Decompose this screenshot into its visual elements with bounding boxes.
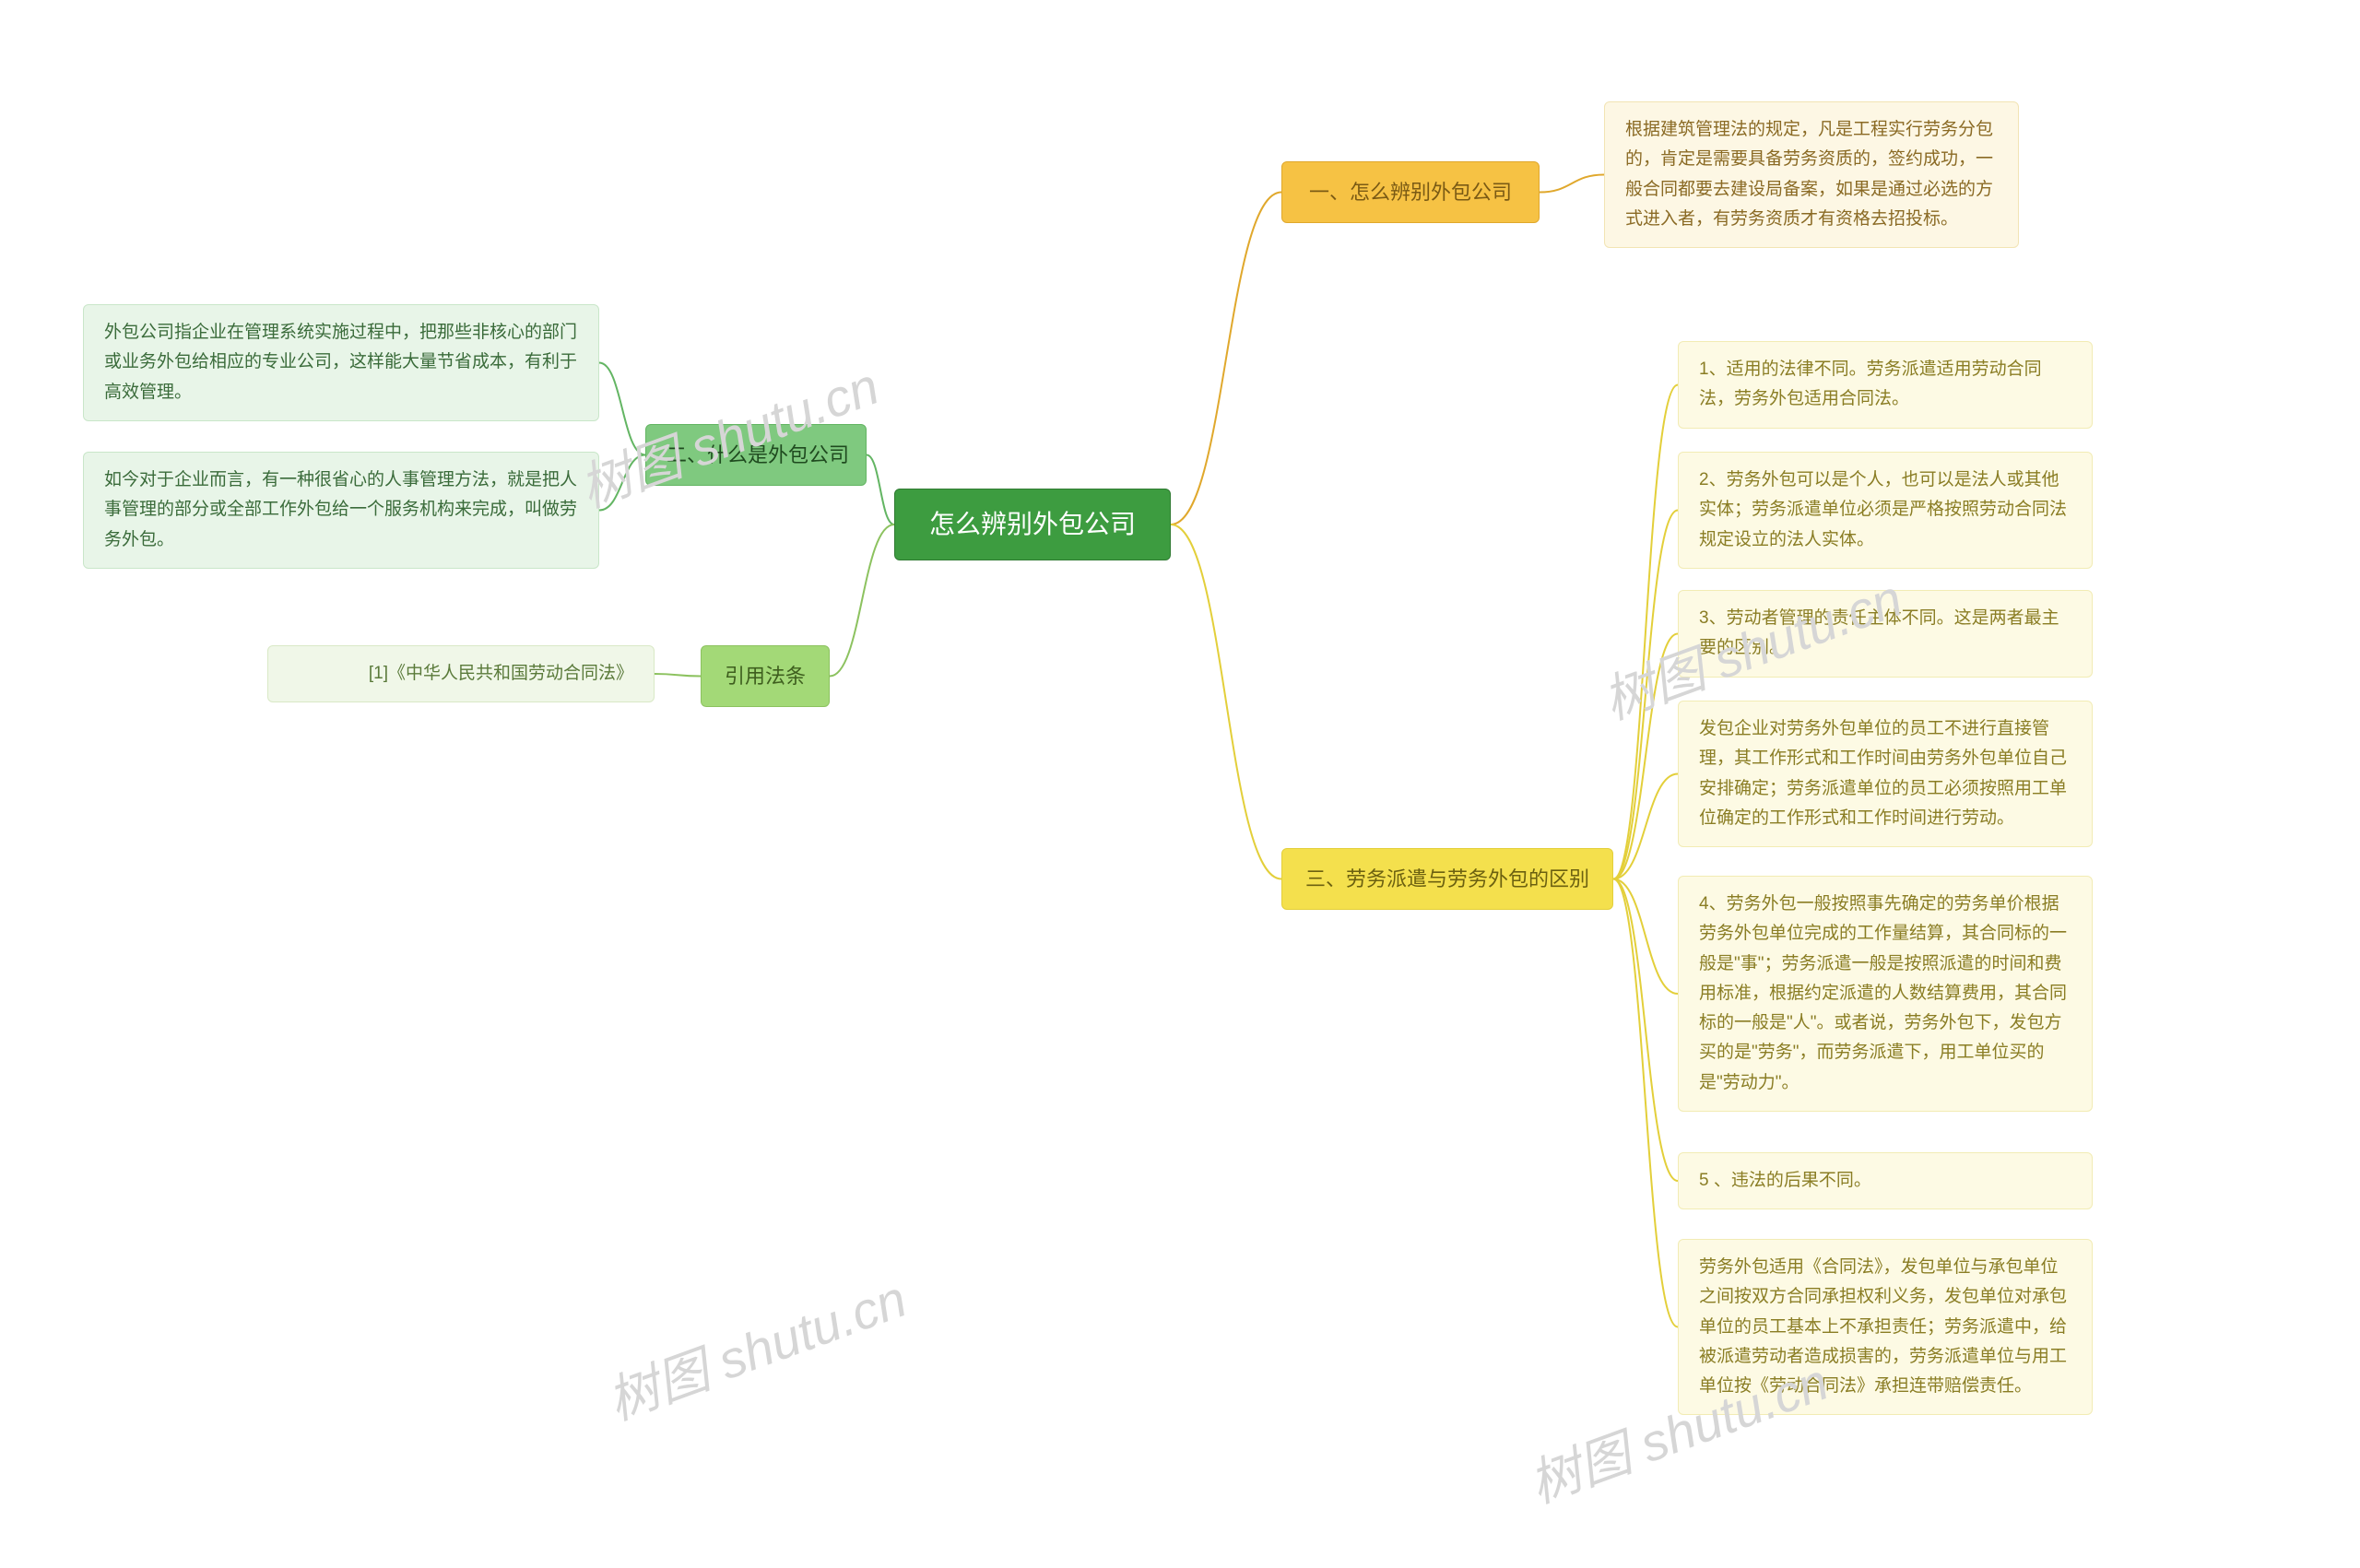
branch-law: 引用法条	[701, 645, 830, 707]
branch-difference-label: 三、劳务派遣与劳务外包的区别	[1305, 867, 1589, 890]
what-is-leaf-1-text: 外包公司指企业在管理系统实施过程中，把那些非核心的部门或业务外包给相应的专业公司…	[104, 323, 577, 402]
what-is-leaf-2: 如今对于企业而言，有一种很省心的人事管理方法，就是把人事管理的部分或全部工作外包…	[83, 452, 599, 569]
center-node: 怎么辨别外包公司	[894, 489, 1171, 560]
center-label: 怎么辨别外包公司	[929, 510, 1136, 538]
what-is-leaf-1: 外包公司指企业在管理系统实施过程中，把那些非核心的部门或业务外包给相应的专业公司…	[83, 304, 599, 421]
branch-what-is: 二、什么是外包公司	[645, 424, 867, 486]
identify-leaf-1-text: 根据建筑管理法的规定，凡是工程实行劳务分包的，肯定是需要具备劳务资质的，签约成功…	[1625, 120, 1993, 229]
diff-leaf-7: 劳务外包适用《合同法》，发包单位与承包单位之间按双方合同承担权利义务，发包单位对…	[1678, 1239, 2093, 1415]
what-is-leaf-2-text: 如今对于企业而言，有一种很省心的人事管理方法，就是把人事管理的部分或全部工作外包…	[104, 470, 577, 549]
diff-leaf-2-text: 2、劳务外包可以是个人，也可以是法人或其他实体；劳务派遣单位必须是严格按照劳动合…	[1699, 470, 2067, 549]
mindmap-canvas: 怎么辨别外包公司 二、什么是外包公司 外包公司指企业在管理系统实施过程中，把那些…	[0, 0, 2360, 1568]
diff-leaf-6: 5 、违法的后果不同。	[1678, 1152, 2093, 1209]
diff-leaf-1-text: 1、适用的法律不同。劳务派遣适用劳动合同法，劳务外包适用合同法。	[1699, 360, 2042, 408]
diff-leaf-5: 4、劳务外包一般按照事先确定的劳务单价根据劳务外包单位完成的工作量结算，其合同标…	[1678, 876, 2093, 1112]
branch-what-is-label: 二、什么是外包公司	[667, 443, 849, 466]
diff-leaf-4: 发包企业对劳务外包单位的员工不进行直接管理，其工作形式和工作时间由劳务外包单位自…	[1678, 701, 2093, 847]
law-leaf-1-text: [1]《中华人民共和国劳动合同法》	[369, 664, 633, 683]
law-leaf-1: [1]《中华人民共和国劳动合同法》	[267, 645, 655, 702]
branch-difference: 三、劳务派遣与劳务外包的区别	[1281, 848, 1613, 910]
diff-leaf-3-text: 3、劳动者管理的责任主体不同。这是两者最主要的区别。	[1699, 608, 2059, 657]
branch-identify-label: 一、怎么辨别外包公司	[1309, 181, 1512, 204]
watermark: 树图 shutu.cn	[596, 1257, 915, 1434]
identify-leaf-1: 根据建筑管理法的规定，凡是工程实行劳务分包的，肯定是需要具备劳务资质的，签约成功…	[1604, 101, 2019, 248]
diff-leaf-5-text: 4、劳务外包一般按照事先确定的劳务单价根据劳务外包单位完成的工作量结算，其合同标…	[1699, 894, 2067, 1092]
branch-identify: 一、怎么辨别外包公司	[1281, 161, 1540, 223]
diff-leaf-4-text: 发包企业对劳务外包单位的员工不进行直接管理，其工作形式和工作时间由劳务外包单位自…	[1699, 719, 2067, 828]
diff-leaf-3: 3、劳动者管理的责任主体不同。这是两者最主要的区别。	[1678, 590, 2093, 678]
diff-leaf-1: 1、适用的法律不同。劳务派遣适用劳动合同法，劳务外包适用合同法。	[1678, 341, 2093, 429]
diff-leaf-6-text: 5 、违法的后果不同。	[1699, 1171, 1871, 1190]
diff-leaf-7-text: 劳务外包适用《合同法》，发包单位与承包单位之间按双方合同承担权利义务，发包单位对…	[1699, 1257, 2067, 1396]
diff-leaf-2: 2、劳务外包可以是个人，也可以是法人或其他实体；劳务派遣单位必须是严格按照劳动合…	[1678, 452, 2093, 569]
branch-law-label: 引用法条	[725, 665, 806, 688]
